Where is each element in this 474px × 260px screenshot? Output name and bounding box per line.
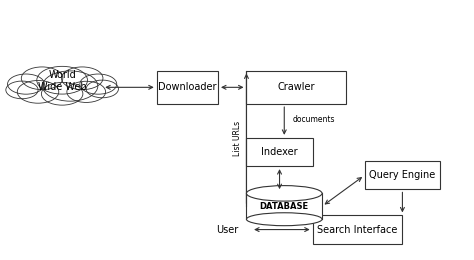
Circle shape xyxy=(17,81,59,103)
Circle shape xyxy=(37,66,88,94)
Text: Query Engine: Query Engine xyxy=(369,170,436,180)
Ellipse shape xyxy=(246,186,322,201)
Circle shape xyxy=(67,81,106,102)
Bar xyxy=(246,193,322,219)
Text: Search Interface: Search Interface xyxy=(317,225,398,235)
Circle shape xyxy=(86,80,118,98)
Circle shape xyxy=(41,82,83,105)
FancyBboxPatch shape xyxy=(246,138,313,166)
FancyBboxPatch shape xyxy=(365,161,440,190)
Text: List URLs: List URLs xyxy=(234,121,242,156)
Text: User: User xyxy=(217,225,239,235)
Circle shape xyxy=(21,67,63,90)
Circle shape xyxy=(6,81,38,99)
Circle shape xyxy=(43,71,98,101)
FancyBboxPatch shape xyxy=(156,70,218,104)
Text: World
Wide Web: World Wide Web xyxy=(38,70,86,92)
Text: Downloader: Downloader xyxy=(158,82,217,92)
Text: Indexer: Indexer xyxy=(261,147,298,157)
Circle shape xyxy=(62,67,103,90)
Circle shape xyxy=(80,74,117,94)
Ellipse shape xyxy=(246,213,322,226)
FancyBboxPatch shape xyxy=(246,70,346,104)
Text: DATABASE: DATABASE xyxy=(260,202,309,211)
Text: documents: documents xyxy=(293,115,335,124)
Circle shape xyxy=(8,74,45,94)
Text: Crawler: Crawler xyxy=(277,82,315,92)
FancyBboxPatch shape xyxy=(313,215,402,244)
